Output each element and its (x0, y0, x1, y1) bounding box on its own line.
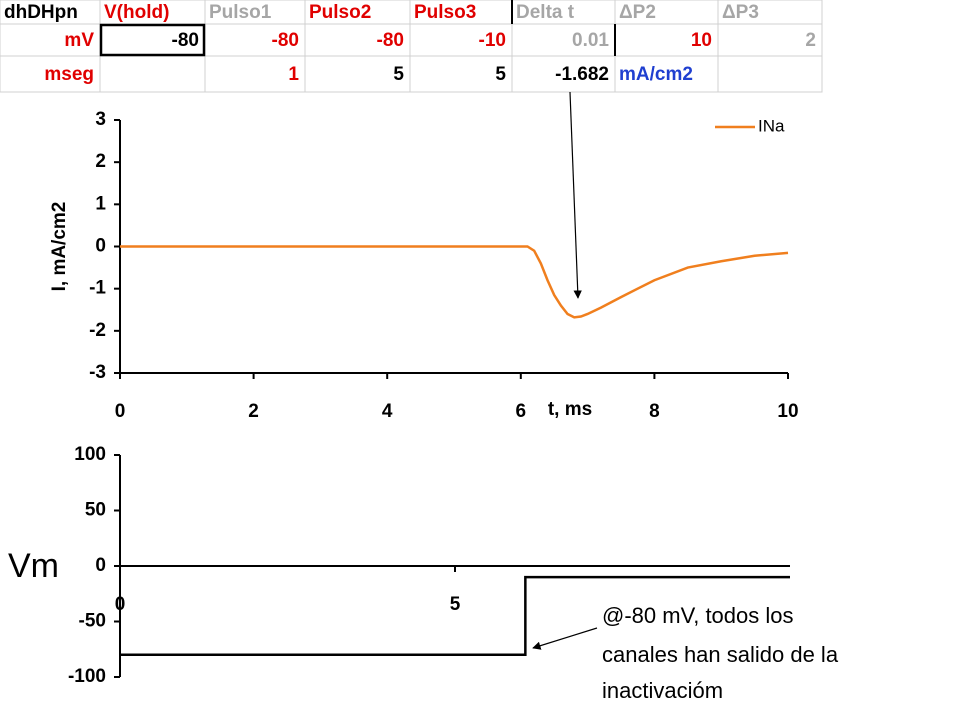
cell-text: 1 (288, 64, 299, 85)
selected-cell (99, 23, 206, 57)
cell-border (204, 23, 306, 57)
y-tick-label: 0 (95, 555, 106, 576)
y-tick-label: 2 (95, 151, 106, 172)
legend-label: INa (758, 116, 785, 135)
cell-text: -80 (172, 30, 199, 51)
cell-text: -10 (479, 30, 506, 51)
annotation-line: canales han salido de la (602, 642, 839, 667)
cell-text: ΔP2 (619, 2, 656, 23)
cell-text: V(hold) (104, 2, 169, 23)
y-tick-label: 3 (95, 109, 106, 130)
cell-text: mA/cm2 (619, 64, 693, 85)
x-tick-label: 6 (516, 401, 527, 422)
y-axis-label: Vm (8, 547, 59, 585)
cell-border (511, 23, 616, 57)
cell-text: Pulso3 (414, 2, 476, 23)
cell-text: dhDHpn (4, 2, 78, 23)
cell-text: mseg (44, 64, 94, 85)
spreadsheet: dhDHpn V(hold) Pulso1 Pulso2 Pulso3 Delta t ΔP… (0, 0, 823, 93)
y-tick-label: -2 (89, 320, 106, 341)
cell-border (204, 55, 306, 93)
cell-text: -80 (272, 30, 299, 51)
cell-border (304, 0, 411, 25)
cell-text: Pulso2 (309, 2, 371, 23)
cell-border (614, 23, 719, 57)
y-tick-label: -50 (79, 611, 106, 632)
y-tick-label: -3 (89, 362, 106, 383)
y-tick-label: -100 (68, 666, 106, 687)
cell-border (614, 0, 719, 25)
x-tick-label: 8 (649, 401, 660, 422)
annotation-line: inactivacióm (602, 678, 723, 703)
series-line (120, 575, 790, 657)
cell-border (409, 55, 513, 93)
x-tick-label: 0 (115, 401, 126, 422)
y-tick-label: 0 (95, 236, 106, 257)
cell-text: 5 (495, 64, 506, 85)
x-tick-label: 10 (777, 401, 798, 422)
cell-border (511, 55, 616, 93)
cell-border (99, 0, 206, 25)
cell-text: 10 (691, 30, 712, 51)
y-tick-label: 1 (95, 193, 106, 214)
cell-text: 2 (805, 30, 816, 51)
cell-text: -1.682 (555, 64, 609, 85)
cell-border (717, 0, 823, 25)
cell-border (717, 55, 823, 93)
y-tick-label: 100 (74, 444, 106, 465)
cell-border (717, 23, 823, 57)
annotation-arrow (532, 627, 598, 650)
cell-border (304, 55, 411, 93)
annotation-line: @-80 mV, todos los (602, 603, 794, 628)
cell-text: Pulso1 (209, 2, 272, 23)
cell-border (614, 55, 719, 93)
y-axis-label: I, mA/cm2 (49, 202, 70, 292)
cell-text: 0.01 (572, 30, 609, 51)
series-line (120, 245, 789, 319)
cell-text: ΔP3 (722, 2, 759, 23)
y-tick-label: 50 (85, 500, 106, 521)
cell-text: -80 (377, 30, 404, 51)
cell-text: Delta t (516, 2, 575, 23)
cell-text: 5 (393, 64, 404, 85)
cell-text: mV (64, 30, 94, 51)
x-tick-label: 4 (382, 401, 393, 422)
x-axis-label: t, ms (548, 399, 592, 420)
x-tick-label: 0 (115, 594, 126, 615)
pointer-arrow (569, 91, 582, 299)
y-tick-label: -1 (89, 278, 106, 299)
x-tick-label: 5 (450, 594, 461, 615)
cell-border (304, 23, 411, 57)
cell-border (409, 0, 513, 25)
x-tick-label: 2 (248, 401, 259, 422)
cell-border (99, 55, 206, 93)
